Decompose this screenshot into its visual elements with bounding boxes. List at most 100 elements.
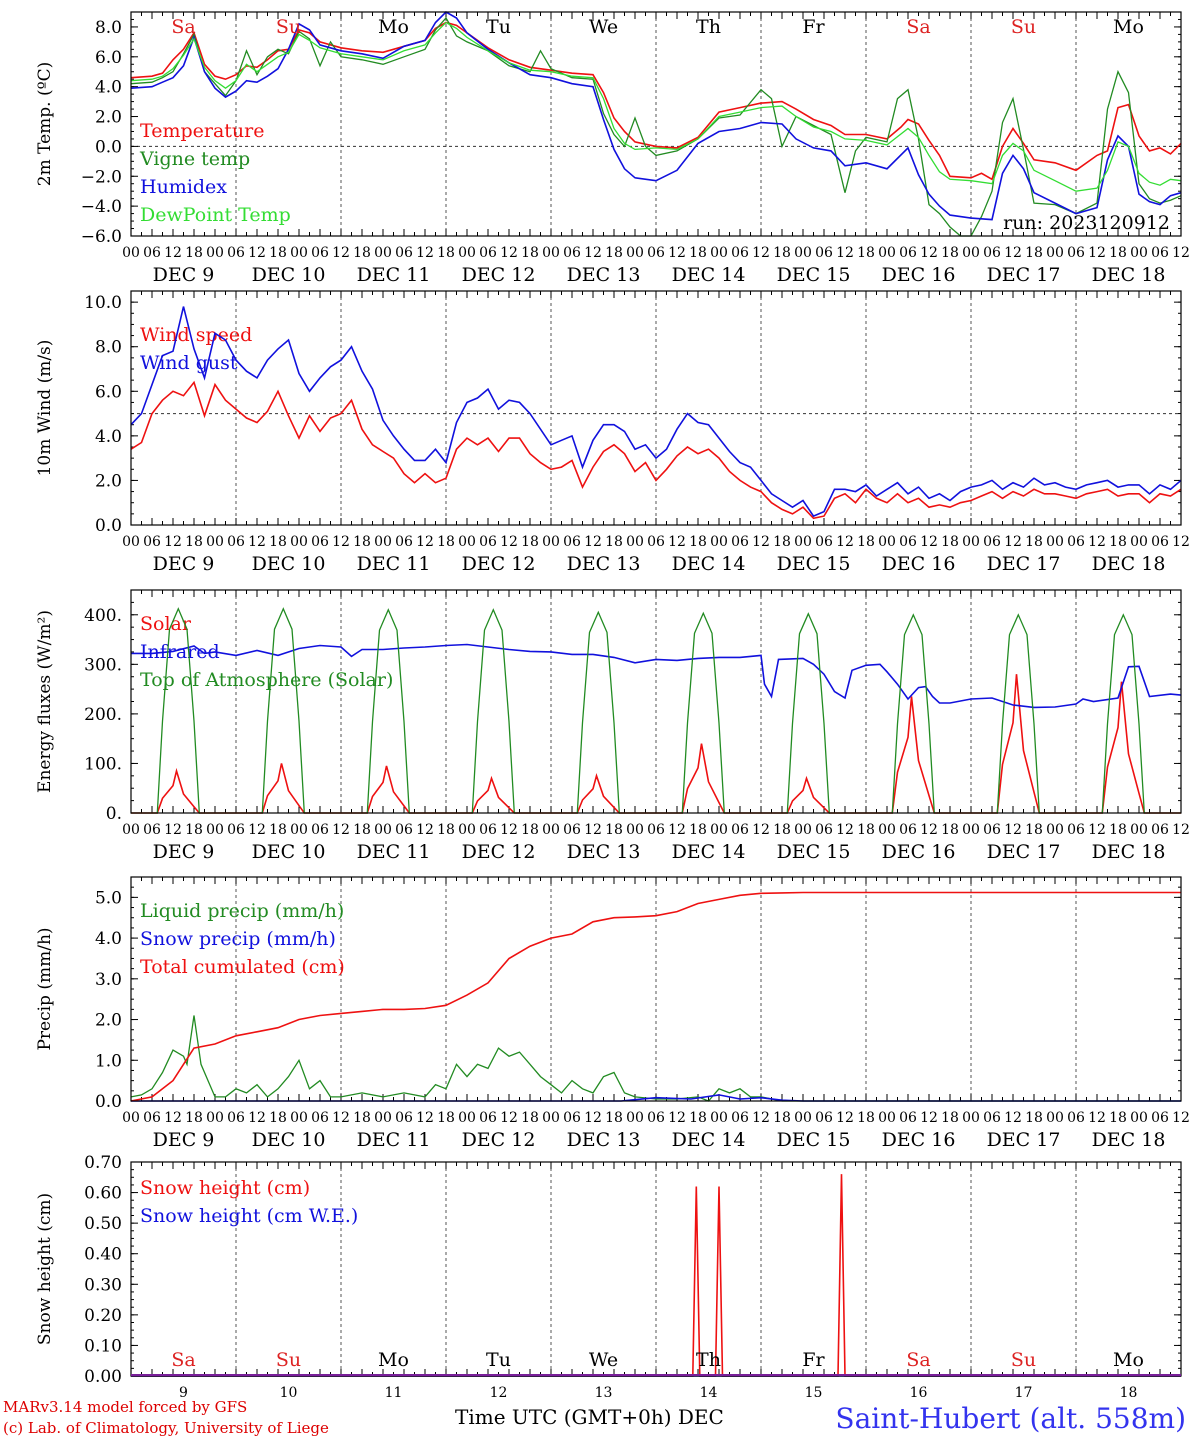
- y-tick-label: 0.70: [84, 1153, 122, 1173]
- legend-entry: Snow height (cm W.E.): [140, 1205, 358, 1227]
- y-tick-label: 0.50: [84, 1214, 122, 1234]
- series-line-liquid-precip-mm-h-: [130, 1015, 1181, 1102]
- day-label: DEC 10: [252, 841, 326, 863]
- hour-tick-label: 18: [857, 822, 875, 838]
- hour-tick-label: 06: [311, 534, 329, 550]
- hour-tick-label: 00: [374, 245, 392, 261]
- hour-tick-label: 06: [731, 1110, 749, 1126]
- day-label: DEC 14: [672, 553, 746, 575]
- hour-tick-label: 18: [353, 534, 371, 550]
- hour-tick-label: 18: [185, 534, 203, 550]
- y-axis-label: Precip (mm/h): [35, 927, 55, 1050]
- hour-tick-label: 06: [815, 822, 833, 838]
- day-label: DEC 12: [462, 553, 536, 575]
- y-tick-label: 4.0: [95, 427, 122, 447]
- legend-entry: Wind speed: [140, 324, 252, 346]
- hour-tick-label: 12: [248, 245, 266, 261]
- panel-2: 10.0 8.0 6.0 4.0 2.0 0.0 10m Wind (m/s) Wind sp…: [35, 290, 1190, 575]
- hour-tick-label: 12: [248, 534, 266, 550]
- hour-tick-label: 12: [752, 822, 770, 838]
- hour-tick-label: 18: [605, 1110, 623, 1126]
- model-credit-line: MARv3.14 model forced by GFS: [3, 1398, 248, 1416]
- hour-tick-label: 00: [794, 1110, 812, 1126]
- hour-tick-label: 00: [374, 1110, 392, 1126]
- hour-tick-label: 18: [353, 1110, 371, 1126]
- hour-tick-label: 12: [668, 245, 686, 261]
- hour-tick-label: 12: [500, 1110, 518, 1126]
- day-label: DEC 13: [567, 553, 641, 575]
- hour-tick-label: 12: [584, 1110, 602, 1126]
- hour-tick-label: 06: [983, 822, 1001, 838]
- y-tick-label: 0.20: [84, 1306, 122, 1326]
- hour-tick-label: 18: [773, 822, 791, 838]
- weekday-label: Su: [1011, 16, 1036, 38]
- day-number-label: 18: [1120, 1385, 1138, 1401]
- hour-tick-label: 18: [1025, 1110, 1043, 1126]
- hour-tick-label: 06: [479, 822, 497, 838]
- hour-tick-label: 18: [1109, 822, 1127, 838]
- hour-tick-label: 12: [1004, 822, 1022, 838]
- hour-tick-label: 12: [332, 245, 350, 261]
- hour-tick-label: 00: [962, 534, 980, 550]
- plot-frame: [130, 11, 1182, 237]
- day-label: DEC 9: [153, 1129, 215, 1151]
- hour-tick-label: 06: [731, 822, 749, 838]
- hour-tick-label: 06: [899, 822, 917, 838]
- panel-3: 400. 300. 200. 100. 0. Energy fluxes (W/m²) So…: [35, 589, 1190, 863]
- hour-tick-label: 18: [269, 1110, 287, 1126]
- panel-4: 5.0 4.0 3.0 2.0 1.0 0.0 Precip (mm/h) Liquid pr…: [35, 876, 1190, 1151]
- weekday-label: Mo: [378, 1349, 409, 1371]
- hour-tick-label: 12: [1088, 534, 1106, 550]
- y-tick-label: 6.0: [95, 382, 122, 402]
- hour-tick-label: 00: [290, 822, 308, 838]
- hour-tick-label: 06: [143, 1110, 161, 1126]
- hour-tick-label: 00: [1046, 1110, 1064, 1126]
- hour-tick-label: 12: [164, 822, 182, 838]
- hour-tick-label: 00: [794, 245, 812, 261]
- hour-tick-label: 12: [500, 245, 518, 261]
- hour-tick-label: 06: [647, 1110, 665, 1126]
- hour-tick-label: 00: [542, 245, 560, 261]
- day-label: DEC 12: [462, 264, 536, 286]
- hour-tick-label: 18: [857, 245, 875, 261]
- day-label: DEC 13: [567, 841, 641, 863]
- weekday-label: We: [589, 1349, 618, 1371]
- hour-tick-label: 06: [227, 245, 245, 261]
- hour-tick-label: 00: [710, 1110, 728, 1126]
- hour-tick-label: 06: [479, 534, 497, 550]
- hour-tick-label: 18: [605, 534, 623, 550]
- legend-entry: Wind gust: [140, 352, 238, 374]
- hour-tick-label: 12: [164, 245, 182, 261]
- day-label: DEC 14: [672, 1129, 746, 1151]
- hour-tick-label: 00: [122, 1110, 140, 1126]
- hour-tick-label: 00: [458, 534, 476, 550]
- hour-tick-label: 18: [605, 245, 623, 261]
- month-label: DEC: [677, 1405, 724, 1429]
- hour-tick-label: 00: [962, 245, 980, 261]
- hour-tick-label: 12: [584, 245, 602, 261]
- series-line-infrared: [131, 643, 1182, 709]
- day-label: DEC 11: [357, 264, 431, 286]
- hour-tick-label: 06: [1151, 245, 1169, 261]
- hour-tick-label: 00: [710, 534, 728, 550]
- hour-tick-label: 06: [143, 534, 161, 550]
- y-tick-label: 6.0: [95, 48, 122, 68]
- hour-tick-label: 06: [647, 822, 665, 838]
- y-tick-label: 0.00: [84, 1367, 122, 1387]
- hour-tick-label: 18: [1109, 245, 1127, 261]
- day-label: DEC 16: [882, 264, 956, 286]
- hour-tick-label: 00: [458, 822, 476, 838]
- day-number-label: 16: [910, 1385, 928, 1401]
- weekday-label: Su: [1011, 1349, 1036, 1371]
- legend-entry: Snow height (cm): [140, 1177, 310, 1199]
- day-label: DEC 14: [672, 264, 746, 286]
- hour-tick-label: 18: [1025, 534, 1043, 550]
- hour-tick-label: 00: [290, 534, 308, 550]
- legend-entry: DewPoint Temp: [140, 204, 291, 226]
- hour-tick-label: 00: [626, 245, 644, 261]
- hour-tick-label: 00: [794, 534, 812, 550]
- series-line-solar: [131, 674, 1181, 814]
- hour-tick-label: 12: [920, 1110, 938, 1126]
- day-label: DEC 18: [1092, 264, 1166, 286]
